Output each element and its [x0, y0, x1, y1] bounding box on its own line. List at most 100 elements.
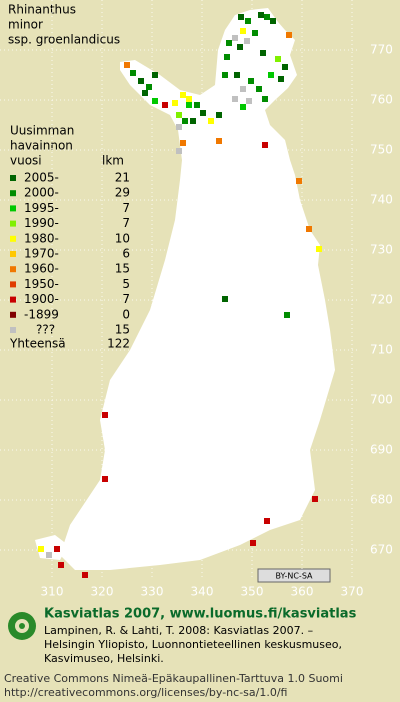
citation-line: Lampinen, R. & Lahti, T. 2008: Kasviatla… [44, 624, 313, 637]
occurrence-square [208, 118, 214, 124]
legend-label: 1970- [24, 247, 59, 261]
legend-label: 1990- [24, 216, 59, 230]
occurrence-square [58, 562, 64, 568]
legend-label: 1980- [24, 231, 59, 245]
title-line: minor [8, 18, 43, 32]
occurrence-square [282, 64, 288, 70]
title-line: ssp. groenlandicus [8, 33, 120, 47]
logo [8, 612, 36, 640]
site-link[interactable]: Kasviatlas 2007, www.luomus.fi/kasviatla… [44, 607, 357, 622]
legend-heading: lkm [102, 154, 124, 168]
license-url[interactable]: http://creativecommons.org/licenses/by-n… [4, 686, 287, 699]
legend-total-label: Yhteensä [9, 337, 66, 351]
legend-swatch [10, 251, 16, 257]
citation-line: Helsingin Yliopisto, Luonnontieteellinen… [44, 638, 342, 651]
northing-label: 750 [370, 143, 393, 157]
occurrence-square [240, 104, 246, 110]
occurrence-square [200, 110, 206, 116]
northing-label: 770 [370, 43, 393, 57]
occurrence-square [306, 226, 312, 232]
occurrence-square [260, 50, 266, 56]
legend-count: 29 [115, 186, 130, 200]
occurrence-square [286, 32, 292, 38]
easting-label: 350 [241, 585, 264, 599]
occurrence-square [172, 100, 178, 106]
occurrence-square [102, 476, 108, 482]
legend-label: 1960- [24, 262, 59, 276]
northing-label: 710 [370, 343, 393, 357]
legend-label: 2005- [24, 171, 59, 185]
northing-label: 700 [370, 393, 393, 407]
occurrence-square [176, 112, 182, 118]
occurrence-square [234, 72, 240, 78]
occurrence-square [226, 40, 232, 46]
easting-label: 320 [91, 585, 114, 599]
occurrence-square [102, 412, 108, 418]
license-badge [257, 568, 331, 583]
legend-swatch [10, 311, 16, 318]
occurrence-square [240, 86, 246, 92]
occurrence-square [240, 28, 246, 34]
legend-heading: vuosi [10, 154, 42, 168]
occurrence-square [152, 72, 158, 78]
occurrence-square [186, 96, 192, 102]
occurrence-square [130, 70, 136, 76]
license-badge-text: BY-NC-SA [275, 572, 313, 581]
occurrence-square [258, 12, 264, 18]
occurrence-square [246, 98, 252, 104]
northing-label: 740 [370, 193, 393, 207]
legend-swatch [10, 266, 16, 273]
occurrence-square [54, 546, 60, 552]
easting-label: 360 [291, 585, 314, 599]
legend-label: 2000- [24, 186, 59, 200]
occurrence-square [138, 78, 144, 84]
legend-swatch [10, 205, 16, 212]
legend-label: 1900- [24, 292, 59, 306]
occurrence-square [262, 96, 268, 102]
legend-swatch [10, 220, 16, 227]
occurrence-square [152, 98, 158, 104]
legend-count: 21 [115, 171, 130, 185]
easting-label: 310 [41, 585, 64, 599]
occurrence-square [256, 86, 262, 92]
legend-swatch [10, 190, 16, 197]
occurrence-square [180, 92, 186, 98]
occurrence-square [232, 96, 238, 102]
occurrence-square [194, 102, 200, 108]
license-line: Creative Commons Nimeä-Epäkaupallinen-Ta… [4, 672, 343, 685]
occurrence-square [316, 246, 322, 252]
legend-label: 1950- [24, 277, 59, 291]
northing-label: 730 [370, 243, 393, 257]
occurrence-square [216, 138, 222, 144]
legend-heading: havainnon [10, 139, 73, 153]
occurrence-square [224, 54, 230, 60]
occurrence-square [124, 62, 130, 68]
northing-label: 720 [370, 293, 393, 307]
occurrence-square [238, 14, 244, 20]
occurrence-square [216, 112, 222, 118]
legend-count: 0 [122, 307, 130, 321]
legend-count: 7 [122, 292, 130, 306]
occurrence-square [162, 102, 168, 108]
legend-total: 122 [107, 337, 130, 351]
legend-swatch [10, 281, 16, 288]
occurrence-square [252, 30, 258, 36]
occurrence-square [142, 90, 148, 96]
occurrence-square [222, 72, 228, 78]
occurrence-square [82, 572, 88, 578]
occurrence-square [284, 312, 290, 318]
northing-label: 670 [370, 543, 393, 557]
occurrence-square [186, 102, 192, 108]
occurrence-square [222, 296, 228, 302]
occurrence-square [268, 72, 274, 78]
occurrence-square [312, 496, 318, 502]
occurrence-square [176, 148, 182, 154]
occurrence-square [278, 76, 284, 82]
occurrence-square [180, 140, 186, 146]
northing-label: 690 [370, 443, 393, 457]
easting-label: 340 [191, 585, 214, 599]
occurrence-square [264, 518, 270, 524]
legend-count: 7 [122, 216, 130, 230]
occurrence-square [146, 84, 152, 90]
